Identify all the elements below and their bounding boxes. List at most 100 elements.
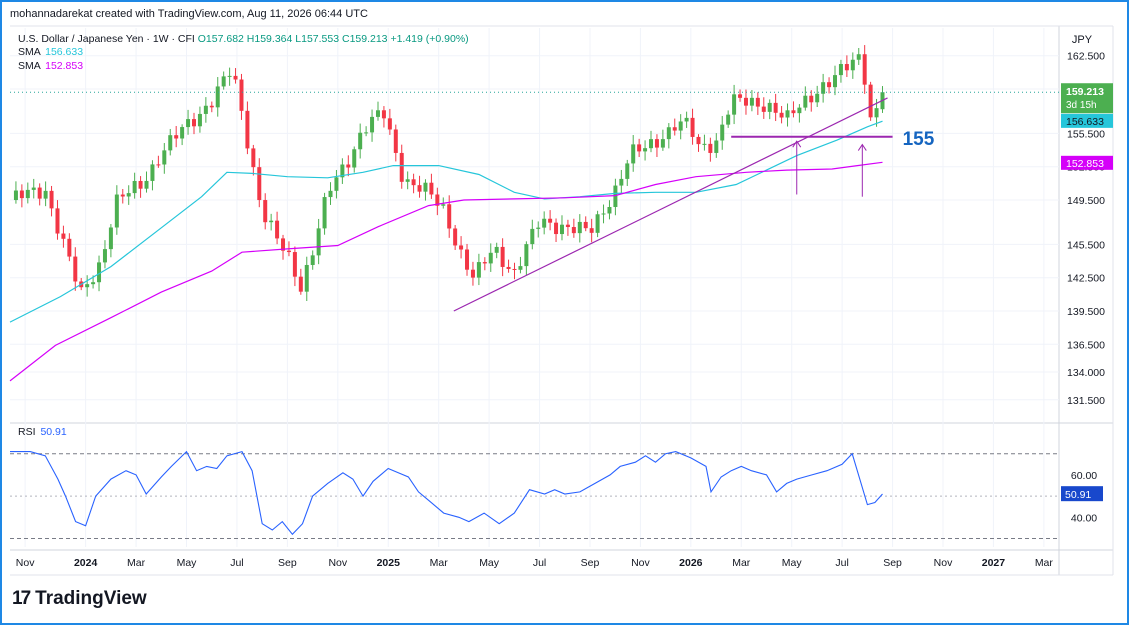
- time-tick-label: May: [177, 557, 198, 569]
- candle-body: [827, 82, 832, 88]
- candle-body: [500, 246, 505, 267]
- candle-body: [518, 266, 523, 270]
- price-badge: [1061, 83, 1113, 114]
- candle-body: [49, 190, 54, 209]
- candle-body: [601, 213, 606, 215]
- time-tick-label: Jul: [230, 557, 243, 569]
- logo-text: TradingView: [35, 588, 147, 609]
- time-tick-label: 2026: [679, 557, 703, 569]
- candle-body: [821, 82, 826, 94]
- candle-body: [678, 121, 683, 131]
- price-badge-value: 159.213: [1066, 86, 1104, 98]
- symbol-name: U.S. Dollar / Japanese Yen · 1W · CFI: [18, 33, 195, 45]
- candle-body: [613, 185, 618, 208]
- candle-body: [732, 94, 737, 115]
- sma-long-line: [9, 161, 883, 382]
- change-value: +1.419 (+0.90%): [390, 33, 469, 45]
- price-tick-label: 136.500: [1067, 339, 1105, 351]
- candle-body: [815, 93, 820, 103]
- candle-body: [275, 220, 280, 239]
- price-tick-label: 139.500: [1067, 306, 1105, 318]
- candle-body: [132, 180, 137, 194]
- price-tick-label: 142.500: [1067, 273, 1105, 285]
- sma2-value: 152.853: [45, 60, 84, 72]
- time-tick-label: Nov: [631, 557, 650, 569]
- candle-body: [108, 227, 113, 250]
- candle-body: [868, 84, 873, 118]
- candle-body: [589, 228, 594, 233]
- candle-body: [441, 204, 446, 206]
- rsi-tick-label: 40.00: [1071, 512, 1097, 524]
- candle-body: [844, 64, 849, 71]
- time-tick-label: Sep: [883, 557, 902, 569]
- candle-body: [524, 244, 529, 267]
- candle-body: [488, 252, 493, 264]
- candle-body: [577, 221, 582, 234]
- candle-body: [85, 284, 90, 288]
- candle-body: [19, 190, 24, 199]
- rsi-badge-value: 50.91: [1065, 489, 1091, 501]
- candle-body: [506, 266, 511, 269]
- candle-body: [548, 218, 553, 223]
- candle-body: [749, 97, 754, 106]
- candle-body: [233, 75, 238, 80]
- candle-body: [607, 207, 612, 214]
- candle-body: [393, 129, 398, 153]
- candle-body: [73, 256, 78, 282]
- sma1-badge: [1061, 113, 1113, 128]
- candle-body: [340, 164, 345, 178]
- candle-body: [381, 110, 386, 119]
- candle-body: [761, 106, 766, 112]
- candle-body: [797, 107, 802, 114]
- candle-body: [726, 114, 731, 125]
- candle-body: [91, 282, 96, 285]
- low-value: L157.553: [295, 33, 340, 45]
- sma2-legend: SMA 152.853: [18, 60, 83, 72]
- candle-body: [257, 167, 262, 201]
- candle-body: [328, 190, 333, 198]
- candle-body: [138, 180, 143, 189]
- candle-body: [654, 139, 659, 148]
- candle-body: [352, 149, 357, 168]
- candle-body: [281, 238, 286, 251]
- time-tick-label: Jul: [835, 557, 848, 569]
- sma2-badge-value: 152.853: [1066, 158, 1104, 170]
- candle-body: [637, 144, 642, 152]
- sma-short-line: [9, 120, 883, 323]
- arrow-head: [857, 143, 867, 151]
- candle-body: [559, 224, 564, 235]
- candle-body: [767, 102, 772, 112]
- candle-body: [304, 264, 309, 292]
- candle-body: [785, 110, 790, 118]
- candle-body: [690, 117, 695, 137]
- candle-body: [684, 117, 689, 122]
- candle-body: [429, 182, 434, 195]
- candle-body: [738, 94, 743, 98]
- candle-body: [31, 187, 36, 190]
- candle-body: [162, 150, 167, 165]
- time-tick-label: 2027: [982, 557, 1006, 569]
- arrow-head: [792, 140, 802, 148]
- candle-body: [375, 110, 380, 117]
- candle-body: [263, 200, 268, 223]
- candle-body: [227, 75, 232, 77]
- candle-body: [702, 143, 707, 145]
- price-tick-label: 131.500: [1067, 395, 1105, 407]
- candle-body: [310, 255, 315, 265]
- tradingview-logo-icon: 17: [12, 588, 31, 609]
- candle-body: [126, 193, 131, 197]
- candle-body: [316, 228, 321, 256]
- candle-body: [595, 214, 600, 233]
- candle-body: [292, 252, 297, 277]
- candle-body: [411, 179, 416, 186]
- high-value: H159.364: [246, 33, 293, 45]
- candle-body: [696, 136, 701, 145]
- candle-body: [203, 105, 208, 114]
- sma2-label: SMA: [18, 60, 41, 72]
- open-value: O157.682: [197, 33, 244, 45]
- candle-body: [209, 105, 214, 108]
- candle-body: [791, 110, 796, 114]
- candle-body: [174, 135, 179, 139]
- candle-body: [197, 113, 202, 127]
